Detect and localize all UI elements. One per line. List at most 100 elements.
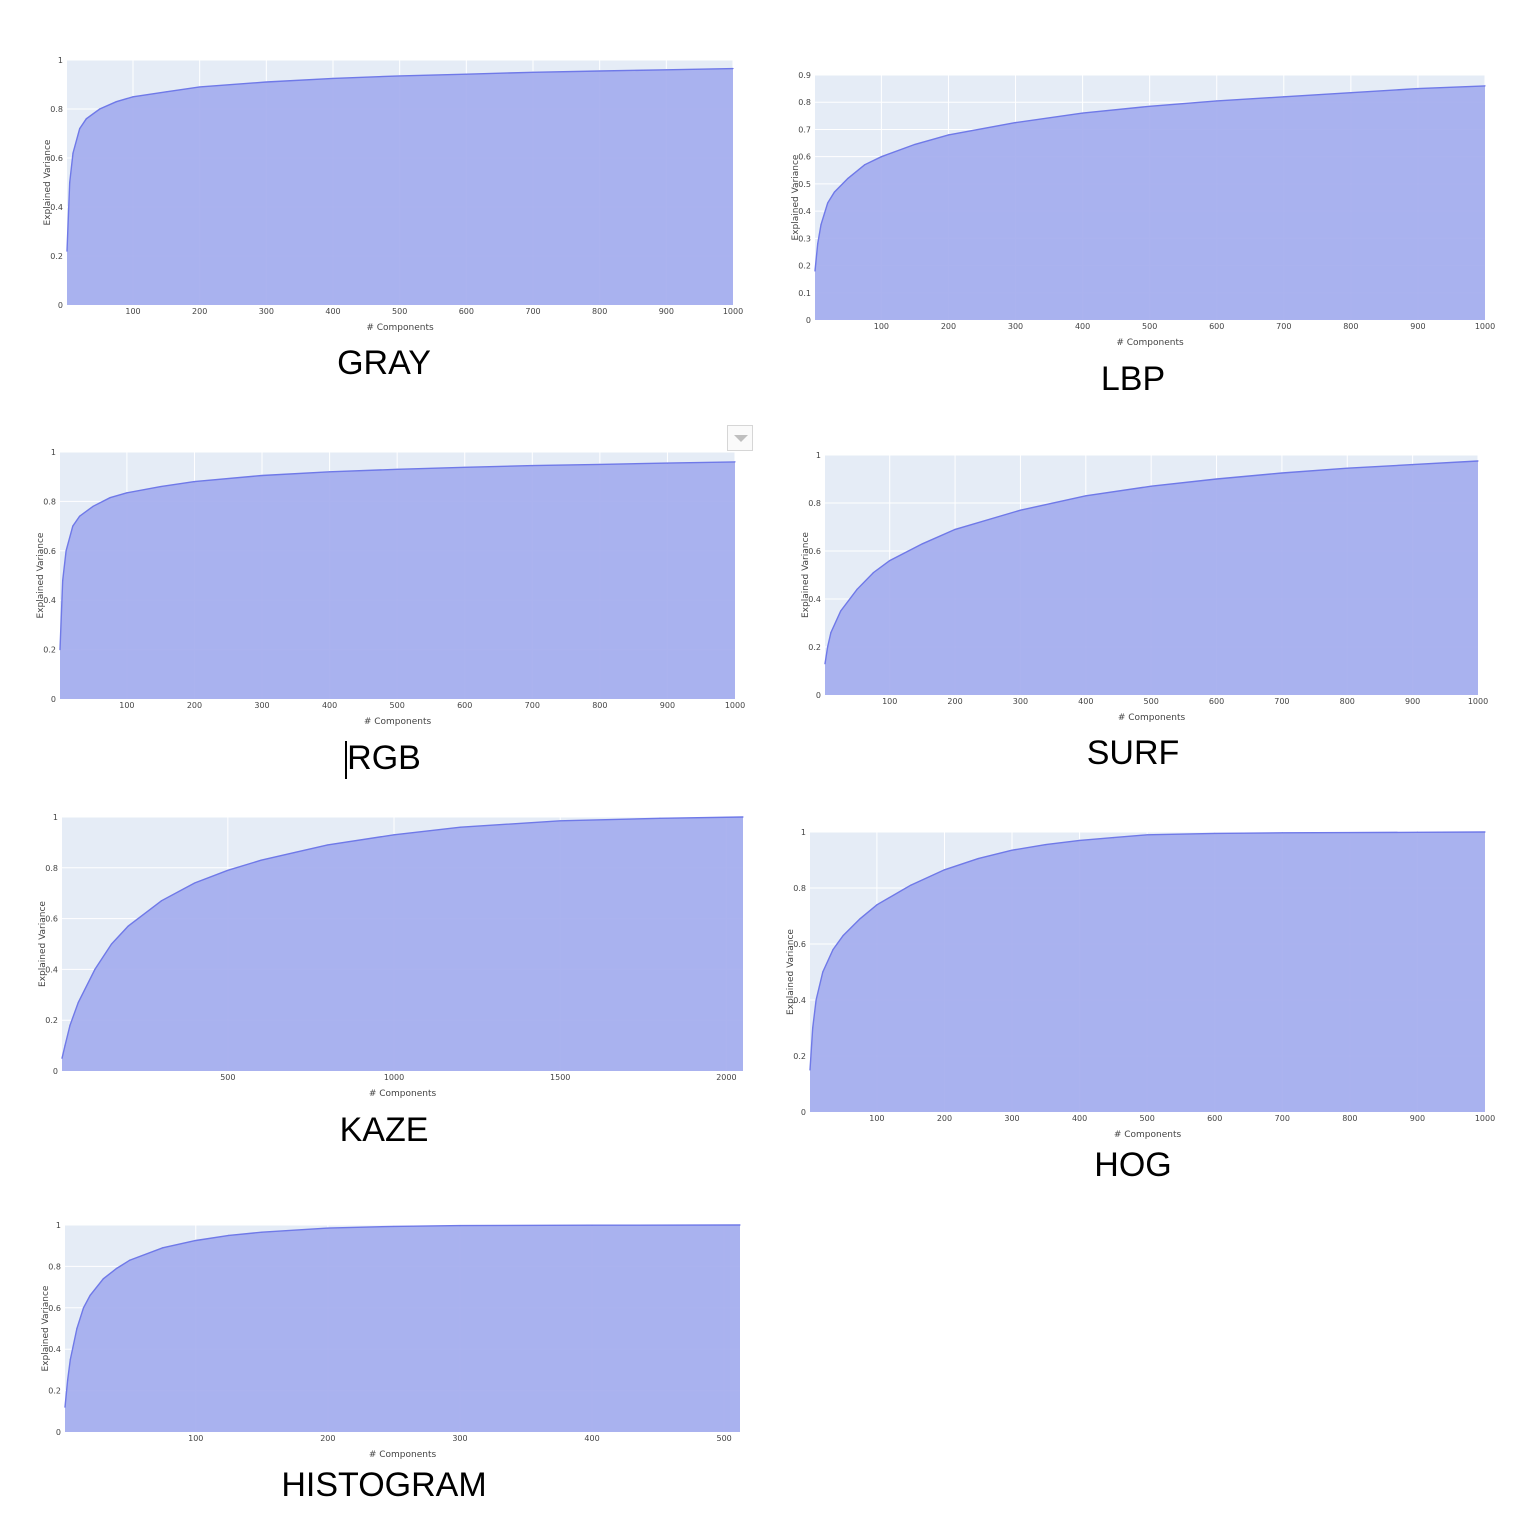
kaze-data-point: [160, 900, 162, 902]
lbp-data-point: [1216, 100, 1218, 102]
y-tick-label: 0.4: [50, 203, 63, 212]
histogram-data-point: [67, 1379, 69, 1381]
x-tick-label: 500: [390, 701, 405, 710]
histogram-data-point: [76, 1327, 78, 1330]
rgb-data-point: [109, 497, 111, 499]
y-tick-label: 0.4: [45, 965, 58, 974]
x-tick-label: 100: [874, 322, 889, 331]
y-tick-label: 0.6: [798, 153, 811, 162]
y-tick-label: 0.6: [48, 1304, 61, 1313]
y-tick-label: 0.1: [798, 289, 811, 298]
surf-data-point: [1346, 467, 1348, 469]
histogram-data-point: [69, 1358, 71, 1361]
y-tick-label: 0: [58, 301, 63, 310]
y-tick-label: 0.8: [45, 864, 58, 873]
y-tick-label: 1: [51, 448, 56, 457]
hog-area-fill: [810, 832, 1485, 1112]
x-tick-label: 300: [1013, 697, 1028, 706]
x-tick-label: 400: [322, 701, 337, 710]
x-axis-title: # Components: [1118, 713, 1186, 723]
rgb-data-point: [62, 579, 64, 582]
x-tick-label: 700: [525, 701, 540, 710]
histogram-data-point: [162, 1247, 164, 1249]
histogram-data-point: [459, 1225, 461, 1227]
y-tick-label: 0.2: [808, 643, 821, 652]
lbp-data-point: [833, 191, 836, 193]
hog-data-point: [842, 935, 844, 937]
lbp-data-point: [814, 270, 816, 272]
rgb-data-point: [65, 550, 67, 552]
rgb-data-point: [531, 464, 533, 467]
kaze-data-point: [194, 882, 196, 884]
rgb-plot: 100 200 300 400 500 600 700 800 900 1000 0 0.2 0.4 0.…: [36, 448, 745, 727]
x-axis-title: # Components: [1116, 338, 1184, 348]
x-tick-label: 400: [1072, 1114, 1087, 1123]
y-tick-label: 0.6: [45, 915, 58, 924]
y-tick-label: 0: [816, 691, 821, 700]
x-tick-label: 1000: [384, 1073, 404, 1082]
rgb-data-point: [92, 505, 94, 507]
x-tick-label: 100: [119, 701, 134, 710]
x-tick-label: 1000: [1468, 697, 1488, 706]
gray-data-point: [72, 152, 74, 154]
surf-data-point: [856, 588, 858, 590]
x-tick-label: 600: [1207, 1114, 1222, 1123]
histogram-data-point: [261, 1231, 263, 1233]
y-tick-label: 0.4: [798, 207, 811, 216]
lbp-data-point: [820, 224, 822, 226]
surf-data-point: [824, 663, 826, 665]
histogram-data-point: [64, 1406, 66, 1408]
lbp-data-point: [1149, 105, 1151, 107]
gray-data-point: [399, 75, 401, 77]
dropdown-toggle-button[interactable]: [727, 425, 753, 451]
x-tick-label: 900: [659, 307, 674, 316]
gray-data-point: [465, 73, 467, 75]
histogram-data-point: [591, 1224, 593, 1226]
kaze-chart: 500 1000 1500 2000 0 0.2 0.4 0.6 0.8 1 # Component…: [38, 813, 744, 1099]
kaze-data-point: [227, 869, 229, 871]
y-tick-label: 0.2: [793, 1052, 806, 1061]
kaze-data-point: [326, 844, 329, 846]
y-tick-label: 0.2: [45, 1016, 58, 1025]
hog-data-point: [859, 918, 861, 920]
surf-area-fill: [825, 461, 1478, 695]
gray-data-point: [199, 86, 201, 88]
lbp-data-point: [1417, 88, 1419, 90]
y-tick-label: 0.4: [808, 595, 821, 604]
hog-data-point: [1484, 831, 1486, 833]
kaze-data-point: [77, 1001, 79, 1004]
x-tick-label: 1000: [1475, 322, 1495, 331]
x-tick-label: 300: [254, 701, 269, 710]
histogram-data-point: [82, 1307, 85, 1309]
y-tick-label: 0.4: [48, 1345, 61, 1354]
lbp-caption: LBP: [1100, 360, 1166, 398]
y-tick-label: 1: [801, 828, 806, 837]
y-tick-label: 1: [58, 56, 63, 65]
y-tick-label: 0.6: [50, 154, 63, 163]
x-tick-label: 500: [392, 307, 407, 316]
x-tick-label: 600: [459, 307, 474, 316]
x-tick-label: 500: [1140, 1114, 1155, 1123]
lbp-data-point: [847, 177, 849, 180]
gray-chart: 100 200 300 400 500 600 700 800 900 1000 0 0.2 0.4 0.…: [43, 56, 743, 333]
lbp-series-line: [814, 85, 1486, 272]
hog-data-point: [812, 1027, 814, 1029]
gray-data-point: [599, 70, 601, 72]
gray-data-point: [99, 108, 101, 110]
x-tick-label: 200: [947, 697, 962, 706]
histogram-area-fill: [65, 1225, 740, 1432]
x-tick-label: 700: [1276, 322, 1291, 331]
y-tick-label: 0.4: [793, 996, 806, 1005]
kaze-data-point: [559, 820, 561, 822]
x-tick-label: 200: [192, 307, 207, 316]
y-tick-label: 0.9: [798, 71, 811, 80]
hog-data-point: [910, 884, 912, 886]
surf-data-point: [840, 610, 842, 612]
hog-plot: 100 200 300 400 500 600 700 800 900 1000 0 0.2 0.4 0.…: [786, 828, 1495, 1140]
histogram-plot: 100 200 300 400 500 0 0.2 0.4 0.6 0.8 1 # Component…: [41, 1221, 741, 1460]
hog-data-point: [1146, 834, 1148, 836]
rgb-series-line: [59, 461, 736, 650]
rgb-data-point: [599, 463, 601, 465]
x-tick-label: 400: [1075, 322, 1090, 331]
histogram-data-point: [228, 1234, 230, 1236]
